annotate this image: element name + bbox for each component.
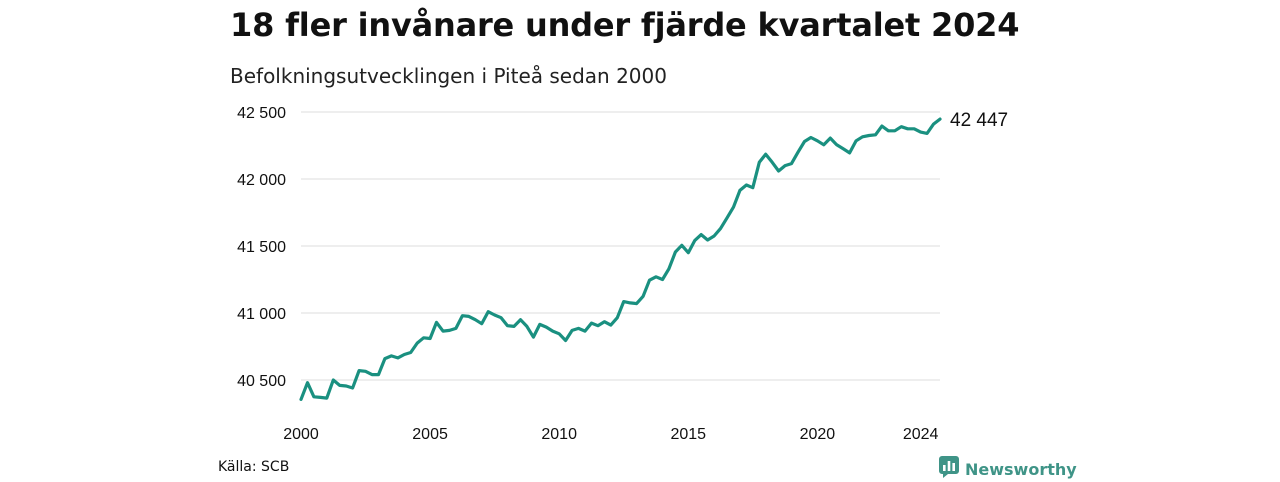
y-tick-label: 41 500 [237,239,286,256]
x-tick-label: 2015 [670,426,706,443]
brand-name: Newsworthy [965,459,1077,479]
source-note: Källa: SCB [218,459,290,475]
x-tick-label: 2010 [541,426,577,443]
y-tick-label: 40 500 [237,373,286,390]
grid-lines [301,111,940,381]
y-tick-label: 42 000 [237,172,286,189]
x-tick-label: 2005 [412,426,448,443]
brand-logo: Newsworthy [939,456,1077,482]
x-axis-labels: 2000 2005 2010 2015 2020 2024 [283,426,938,443]
x-tick-label: 2000 [283,426,319,443]
chart-subtitle: Befolkningsutvecklingen i Piteå sedan 20… [230,64,667,88]
y-tick-label: 42 500 [237,105,286,122]
chart-title: 18 fler invånare under fjärde kvartalet … [230,6,1020,44]
bar-chart-icon [939,456,959,482]
series-line-population [299,117,942,401]
y-tick-label: 41 000 [237,306,286,323]
y-axis-labels: 40 500 41 000 41 500 42 000 42 500 [237,105,286,390]
x-tick-label: 2020 [800,426,836,443]
end-value-label: 42 447 [950,110,1008,131]
x-tick-label: 2024 [903,426,939,443]
